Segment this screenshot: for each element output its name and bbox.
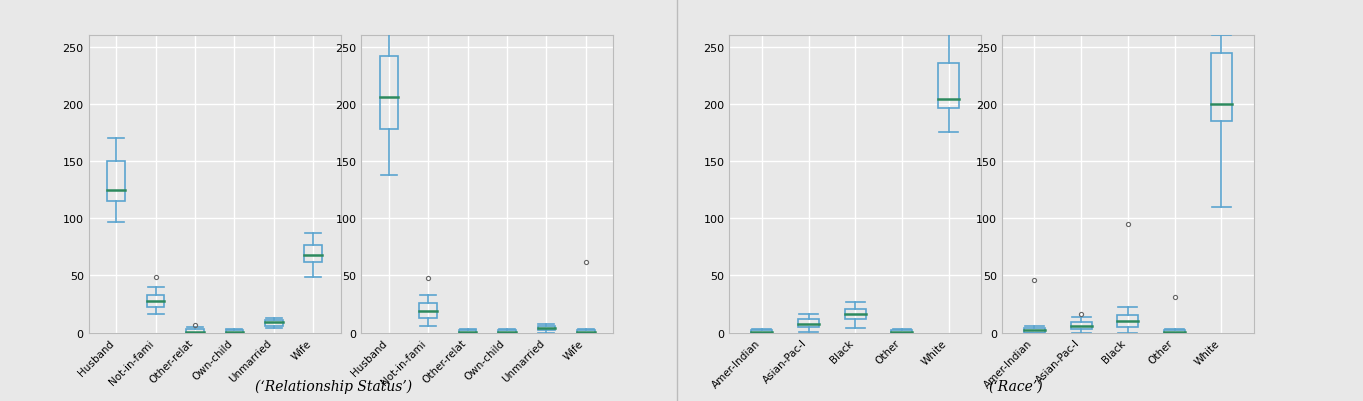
Bar	[380, 57, 398, 130]
Bar	[938, 63, 960, 109]
Bar	[420, 303, 438, 318]
Bar	[497, 330, 515, 333]
Bar	[1210, 55, 1232, 122]
Text: (‘Relationship Status’): (‘Relationship Status’)	[255, 379, 413, 393]
Bar	[1024, 328, 1045, 333]
Bar	[459, 330, 477, 333]
Bar	[264, 320, 282, 326]
Bar	[304, 245, 322, 262]
Bar	[537, 326, 555, 330]
Text: (‘Race’): (‘Race’)	[988, 379, 1043, 393]
Bar	[187, 329, 204, 333]
Bar	[1071, 322, 1092, 329]
Bar	[845, 309, 866, 319]
Bar	[108, 162, 125, 202]
Bar	[1118, 316, 1138, 327]
Bar	[891, 330, 912, 333]
Bar	[751, 330, 773, 333]
Bar	[577, 330, 594, 333]
Bar	[147, 295, 165, 308]
Bar	[1164, 330, 1184, 333]
Bar	[799, 319, 819, 327]
Bar	[225, 330, 243, 333]
